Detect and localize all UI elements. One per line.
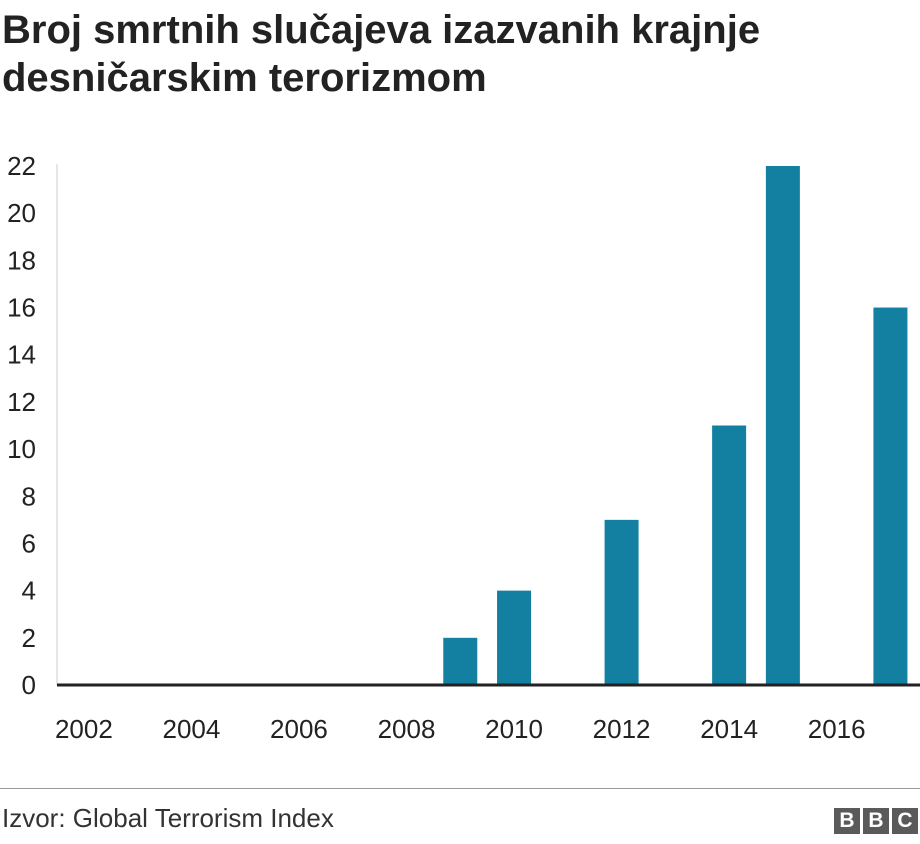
- y-tick-label: 18: [7, 245, 36, 275]
- bar-2009: [443, 637, 478, 685]
- y-tick-label: 8: [22, 481, 36, 511]
- bar-chart: 0 2 4 6 8 10 12 14 16 18 20 22 2002 2004 2006 2008 2010 2…: [7, 151, 920, 744]
- bar-2014: [712, 425, 747, 685]
- bbc-logo: B B C: [834, 808, 918, 834]
- y-tick-label: 2: [22, 623, 36, 653]
- y-tick-label: 12: [7, 387, 36, 417]
- chart-title: Broj smrtnih slučajeva izazvanih krajnje…: [2, 8, 761, 100]
- x-tick-label: 2006: [270, 714, 328, 744]
- y-tick-label: 4: [22, 576, 36, 606]
- footer-divider: [0, 788, 920, 789]
- bbc-logo-block: B: [834, 808, 860, 834]
- y-tick-label: 20: [7, 198, 36, 228]
- bar-2015: [765, 166, 800, 685]
- y-tick-label: 0: [22, 670, 36, 700]
- bbc-logo-block: C: [892, 808, 918, 834]
- x-tick-label: 2004: [163, 714, 221, 744]
- y-tick-label: 10: [7, 434, 36, 464]
- x-tick-label: 2014: [700, 714, 758, 744]
- x-tick-label: 2002: [55, 714, 113, 744]
- y-tick-label: 14: [7, 340, 36, 370]
- y-tick-label: 6: [22, 528, 36, 558]
- x-tick-label: 2012: [593, 714, 651, 744]
- bbc-logo-block: B: [863, 808, 889, 834]
- bar-2012: [604, 519, 639, 685]
- bar-2010: [497, 590, 532, 685]
- source-note: Izvor: Global Terrorism Index: [2, 803, 334, 833]
- x-tick-label: 2008: [378, 714, 436, 744]
- y-tick-label: 22: [7, 151, 36, 181]
- x-tick-label: 2016: [808, 714, 866, 744]
- y-tick-label: 16: [7, 293, 36, 323]
- bar-2017: [873, 307, 908, 685]
- x-tick-label: 2010: [485, 714, 543, 744]
